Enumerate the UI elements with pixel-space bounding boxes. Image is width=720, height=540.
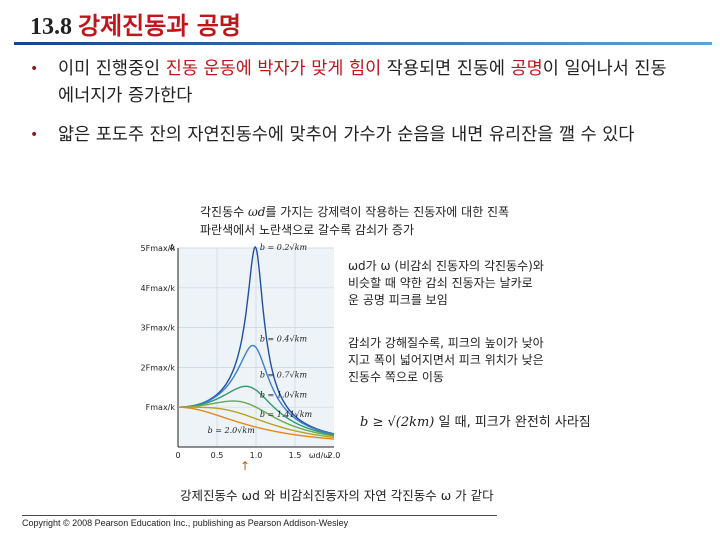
curve-label: b = 1.0√km bbox=[260, 390, 308, 399]
critical-text: 일 때, 피크가 완전히 사라짐 bbox=[438, 415, 591, 430]
caption-line1-post: 를 가지는 강제력이 작용하는 진동자에 대한 진폭 bbox=[265, 205, 510, 219]
bullet-2-text: 얇은 포도주 잔의 자연진동수에 맞추어 가수가 순음을 내면 유리잔을 깰 수… bbox=[58, 125, 635, 145]
arrow-up-icon: ↑ bbox=[240, 459, 251, 473]
series-line bbox=[178, 385, 335, 436]
bullet-dot-icon: • bbox=[30, 61, 39, 77]
x-tick-label: 0.5 bbox=[211, 451, 224, 460]
x-tick-label: 2.0 bbox=[328, 451, 341, 460]
bullet-dot-icon: • bbox=[30, 127, 39, 143]
curve-label: b = 0.7√km bbox=[260, 370, 308, 379]
curve-label: b = 0.2√km bbox=[260, 243, 308, 252]
section-number: 13.8 bbox=[30, 14, 72, 40]
note-critical: b ≥ √(2km) 일 때, 피크가 완전히 사라짐 bbox=[360, 414, 591, 431]
y-tick-label: 3Fmax/k bbox=[141, 324, 176, 333]
bullet-2: • 얇은 포도주 잔의 자연진동수에 맞추어 가수가 순음을 내면 유리잔을 깰… bbox=[30, 122, 670, 149]
y-tick-label: 5Fmax/k bbox=[141, 244, 176, 253]
y-tick-label: 4Fmax/k bbox=[141, 284, 176, 293]
x-tick-label: 1.5 bbox=[289, 451, 302, 460]
bullet-1-part-5: 이 일어나서 진동에너지가 증가한다 bbox=[58, 59, 667, 106]
note-peak-line3: 운 공명 피크를 보임 bbox=[348, 293, 448, 307]
note-peak-line2: 비슷할 때 약한 감쇠 진동자는 날카로 bbox=[348, 276, 533, 290]
bullet-1-part-2: 진동 운동에 박자가 맞게 힘이 bbox=[165, 59, 382, 79]
bullet-1-part-4: 공명 bbox=[510, 59, 543, 79]
footer-divider bbox=[22, 515, 497, 516]
x-tick-label: 0 bbox=[175, 451, 180, 460]
omega-d-symbol: ωd bbox=[247, 205, 266, 219]
bottom-caption: 강제진동수 ωd 와 비감쇠진동자의 자연 각진동수 ω 가 같다 bbox=[180, 488, 494, 503]
title-text: 강제진동과 공명 bbox=[78, 12, 241, 40]
note-peak: ωd가 ω (비감쇠 진동자의 각진동수)와 비슷할 때 약한 감쇠 진동자는 … bbox=[348, 258, 544, 309]
note-damping-line1: 감쇠가 강해질수록, 피크의 높이가 낮아 bbox=[348, 336, 544, 350]
series-line bbox=[178, 344, 335, 435]
chart-caption: 각진동수 ωd를 가지는 강제력이 작용하는 진동자에 대한 진폭 파란색에서 … bbox=[200, 203, 509, 239]
caption-line1-pre: 각진동수 bbox=[200, 205, 248, 219]
bullet-1-text: 이미 진행중인 진동 운동에 박자가 맞게 힘이 작용되면 진동에 공명이 일어… bbox=[58, 56, 670, 110]
note-damping-line2: 지고 폭이 넓어지면서 피크 위치가 낮은 bbox=[348, 353, 544, 367]
critical-formula: b ≥ √(2km) bbox=[360, 415, 435, 430]
y-tick-label: 2Fmax/k bbox=[141, 363, 176, 372]
series-line bbox=[178, 406, 335, 438]
title-underline bbox=[14, 42, 712, 45]
y-axis-label: A bbox=[170, 243, 176, 252]
caption-line2: 파란색에서 노란색으로 갈수록 감쇠가 증가 bbox=[200, 223, 414, 237]
x-axis-label: ωd/ω bbox=[309, 451, 330, 460]
slide-title: 13.8 강제진동과 공명 bbox=[30, 6, 241, 41]
note-damping: 감쇠가 강해질수록, 피크의 높이가 낮아 지고 폭이 넓어지면서 피크 위치가… bbox=[348, 335, 544, 386]
copyright-footer: Copyright © 2008 Pearson Education Inc.,… bbox=[22, 518, 349, 528]
bullet-1-part-1: 이미 진행중인 bbox=[58, 59, 166, 79]
series-line bbox=[178, 400, 335, 437]
series-line bbox=[178, 406, 334, 440]
curve-label: b = 0.4√km bbox=[260, 335, 308, 344]
note-damping-line3: 진동수 쪽으로 이동 bbox=[348, 370, 444, 384]
curve-label: b = 2.0√km bbox=[208, 426, 256, 435]
note-peak-line1: ωd가 ω (비감쇠 진동자의 각진동수)와 bbox=[348, 259, 544, 273]
bullet-1-part-3: 작용되면 진동에 bbox=[381, 59, 511, 79]
x-tick-label: 1.0 bbox=[250, 451, 263, 460]
curve-label: b = 1.41√km bbox=[260, 410, 313, 419]
y-tick-label: Fmax/k bbox=[146, 403, 176, 412]
resonance-chart: Fmax/k 2Fmax/k 3Fmax/k 4Fmax/k 5Fmax/k 0 0.5 1.… bbox=[141, 243, 341, 460]
bullet-1: • 이미 진행중인 진동 운동에 박자가 맞게 힘이 작용되면 진동에 공명이 … bbox=[30, 56, 670, 110]
